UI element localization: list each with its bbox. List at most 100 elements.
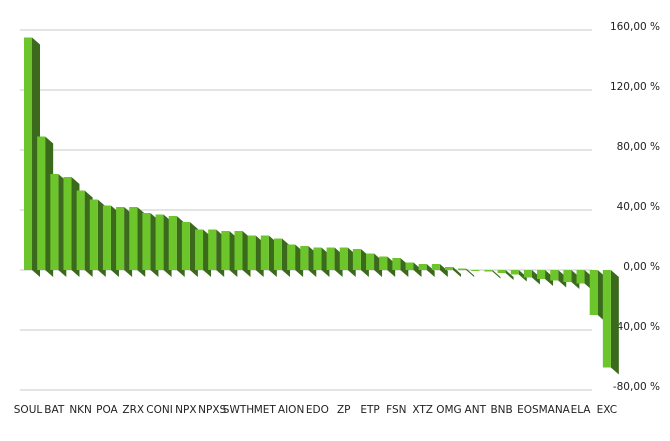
bar — [405, 262, 422, 277]
bar — [510, 270, 527, 282]
bar-front — [366, 253, 375, 270]
bar-front — [510, 270, 519, 275]
bar-side — [610, 270, 619, 375]
bar-front — [89, 199, 98, 270]
bar-side — [452, 267, 461, 277]
bar — [458, 268, 475, 277]
bar — [444, 267, 461, 277]
bar-side — [492, 270, 501, 279]
bar — [484, 270, 501, 279]
bar-front — [458, 268, 467, 270]
y-tick-label: 0,00 % — [623, 261, 660, 273]
bar — [497, 270, 514, 280]
bar-front — [181, 222, 190, 270]
bar-front — [431, 264, 440, 270]
bar-side — [545, 270, 554, 286]
bar — [523, 270, 540, 285]
bar-front — [155, 214, 164, 270]
x-tick-label: ETP — [360, 404, 379, 416]
bar-front — [497, 270, 506, 273]
x-tick-label: ANT — [465, 404, 487, 416]
bar — [550, 270, 567, 288]
y-tick-label: 120,00 % — [610, 81, 660, 93]
bar-front — [537, 270, 546, 279]
x-tick-label: ZP — [337, 404, 351, 416]
x-tick-label: SOUL — [14, 404, 43, 416]
bar — [537, 270, 554, 286]
bar-side — [518, 270, 527, 282]
bar-front — [63, 177, 72, 270]
bar-front — [287, 244, 296, 270]
bar-front — [589, 270, 598, 315]
x-tick-label: POA — [96, 404, 118, 416]
x-tick-label: CONI — [146, 404, 173, 416]
x-tick-label: ZRX — [122, 404, 144, 416]
x-tick-label: MET — [254, 404, 277, 416]
bar-front — [195, 229, 204, 270]
y-tick-label: 40,00 % — [617, 201, 660, 213]
bar-front — [273, 238, 282, 270]
bar-side — [558, 270, 567, 288]
x-tick-label: AION — [278, 404, 304, 416]
bar-front — [260, 235, 269, 270]
y-tick-label: 160,00 % — [610, 21, 660, 33]
x-tick-label: BNB — [490, 404, 512, 416]
x-tick-label: FSN — [386, 404, 406, 416]
bar-front — [50, 174, 59, 270]
bar-front — [392, 258, 401, 270]
bar-side — [531, 270, 540, 285]
bar-front — [168, 216, 177, 270]
x-tick-label: EOS — [517, 404, 539, 416]
bar-front — [563, 270, 572, 282]
bar-front — [339, 247, 348, 270]
bar-side — [426, 264, 435, 277]
x-tick-label: ELA — [571, 404, 592, 416]
bar-front — [471, 270, 480, 271]
x-tick-label: XTZ — [412, 404, 433, 416]
bar-side — [413, 262, 422, 277]
bar — [471, 270, 488, 277]
bar-front — [405, 262, 414, 270]
bar — [379, 256, 396, 277]
bar-front — [24, 37, 32, 270]
bar-front — [102, 205, 111, 270]
bar-front — [444, 267, 453, 270]
bar-front — [602, 270, 611, 368]
x-tick-label: EXC — [597, 404, 617, 416]
bar-front — [234, 231, 243, 270]
bar-front — [300, 246, 309, 270]
bar-front — [129, 207, 138, 270]
bar-side — [400, 258, 409, 277]
y-tick-label: 80,00 % — [617, 141, 660, 153]
bar-front — [484, 270, 493, 272]
bar-side — [505, 270, 514, 280]
bar-side — [387, 256, 396, 277]
bar-front — [76, 190, 85, 270]
x-tick-label: BAT — [44, 404, 65, 416]
x-tick-label: OMG — [436, 404, 461, 416]
bar-side — [466, 268, 475, 277]
bar-front — [523, 270, 532, 278]
x-tick-label: NKN — [69, 404, 92, 416]
x-tick-label: MANA — [539, 404, 571, 416]
bar-front — [247, 235, 256, 270]
bar-front — [142, 213, 151, 270]
bar — [418, 264, 435, 277]
bar-front — [379, 256, 388, 270]
bar-front — [326, 247, 335, 270]
bar-front — [221, 231, 230, 270]
bar-front — [116, 207, 125, 270]
y-tick-label: -40,00 % — [613, 321, 660, 333]
x-tick-label: NPXS — [198, 404, 226, 416]
bar-front — [576, 270, 585, 284]
bar — [392, 258, 409, 277]
bar-front — [352, 249, 361, 270]
y-tick-label: -80,00 % — [613, 381, 660, 393]
bar — [563, 270, 580, 289]
bar-side — [439, 264, 448, 277]
bar-front — [37, 136, 46, 270]
x-tick-label: EDO — [306, 404, 329, 416]
bar-front — [418, 264, 427, 270]
bar-front — [313, 247, 322, 270]
